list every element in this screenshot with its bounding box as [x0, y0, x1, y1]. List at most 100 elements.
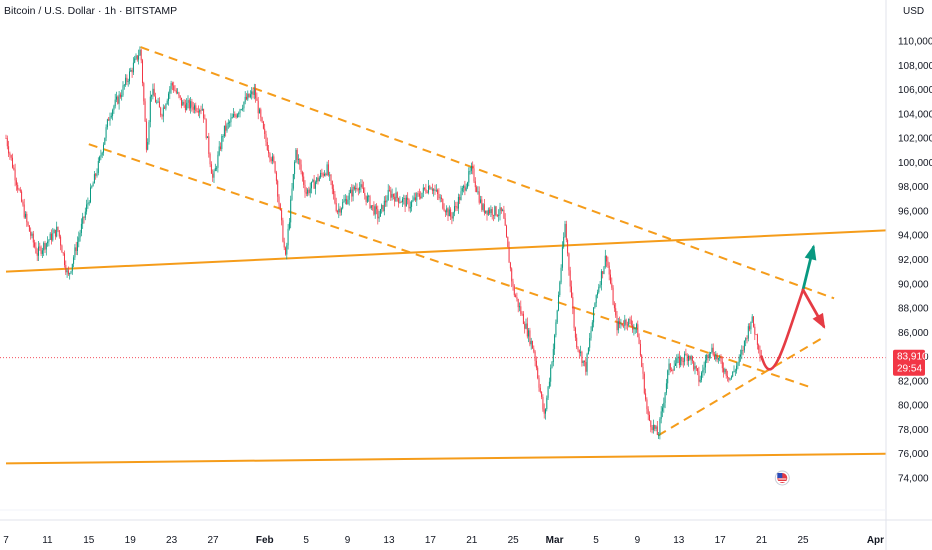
candle-body [671, 370, 673, 371]
candle-body [602, 271, 604, 274]
candle-body [472, 165, 474, 169]
candle-body [136, 55, 138, 60]
candle-body [548, 381, 550, 387]
candle-body [6, 138, 8, 147]
candle-body [365, 195, 367, 202]
trendline-rising-support[interactable] [657, 336, 825, 437]
candle-body [23, 204, 25, 218]
last-price-value: 83,910 [897, 352, 928, 363]
candle-body [708, 353, 710, 358]
candle-body [682, 361, 684, 363]
candle-body [541, 391, 543, 397]
y-tick-label: 104,000 [898, 109, 932, 120]
candle-body [208, 136, 210, 154]
candle-body [546, 397, 548, 410]
candle-body [574, 327, 576, 338]
candle-body [67, 270, 69, 275]
candle-body [759, 349, 761, 356]
candle-body [457, 196, 459, 209]
candle-body [736, 365, 738, 371]
candle-body [483, 204, 485, 213]
candle-body [584, 360, 585, 363]
candle-body [156, 101, 158, 103]
candle-body [589, 338, 591, 348]
y-tick-label: 82,000 [898, 376, 929, 387]
candle-body [270, 158, 272, 162]
candle-body [79, 232, 81, 238]
candle-body [411, 201, 413, 207]
candle-body [519, 306, 520, 308]
trendline-channel-top[interactable] [140, 46, 835, 300]
candle-body [651, 427, 653, 431]
candle-body [213, 171, 215, 178]
candle-body [194, 105, 195, 110]
candle-body [277, 180, 279, 197]
x-tick-label: 23 [166, 535, 178, 546]
candle-body [743, 340, 745, 351]
candle-body [132, 62, 134, 73]
candle-body [378, 216, 380, 219]
candle-body [543, 409, 545, 414]
candle-body [624, 319, 626, 326]
candle-body [572, 297, 574, 309]
candle-body [292, 174, 294, 189]
candle-body [532, 340, 533, 349]
trendline-channel-bottom[interactable] [88, 143, 814, 390]
candle-body [506, 225, 507, 237]
y-tick-label: 110,000 [898, 37, 932, 48]
candle-body [158, 101, 160, 108]
trendline-lower-support[interactable] [5, 452, 886, 465]
candle-body [499, 207, 501, 215]
x-tick-label: 25 [797, 535, 809, 546]
candle-body [96, 172, 98, 176]
candle-body [347, 199, 349, 205]
candle-body [333, 188, 335, 195]
currency-label[interactable]: USD [903, 6, 925, 17]
candle-body [467, 182, 468, 188]
candle-body [689, 356, 691, 360]
candle-body [70, 271, 72, 274]
candle-body [49, 233, 51, 240]
candle-body [14, 169, 16, 181]
candle-body [434, 189, 436, 191]
candle-body [707, 355, 709, 358]
candle-body [130, 70, 132, 72]
candle-body [459, 196, 461, 201]
candle-body [621, 323, 623, 326]
candle-body [473, 168, 475, 182]
candle-body [218, 146, 220, 155]
candle-body [409, 206, 411, 209]
candle-body [343, 200, 345, 203]
candle-body [234, 114, 236, 116]
candle-body [181, 97, 182, 106]
candle-body [260, 109, 262, 118]
us-flag-icon[interactable] [774, 470, 790, 486]
projection-layer [760, 244, 826, 371]
candle-body [691, 356, 693, 361]
candle-body [586, 353, 588, 372]
candle-body [5, 138, 7, 139]
candle-body [494, 206, 496, 216]
candle-body [53, 229, 55, 234]
candle-body [223, 125, 225, 137]
candle-body [129, 71, 130, 82]
candle-body [203, 108, 205, 119]
candle-body [461, 188, 463, 192]
candle-body [62, 252, 64, 254]
trendline-upper-support[interactable] [5, 229, 886, 273]
candle-body [521, 313, 523, 315]
candle-body [616, 315, 618, 331]
candle-body [716, 354, 718, 360]
candle-body [25, 213, 26, 218]
candle-body [330, 174, 332, 181]
candle-body [179, 95, 181, 98]
candle-body [560, 267, 562, 283]
candle-body [465, 187, 467, 191]
candle-body [476, 187, 478, 193]
candle-body [190, 101, 192, 109]
candle-body [75, 247, 77, 251]
candle-body [317, 177, 319, 182]
candle-body [578, 350, 580, 354]
candle-body [530, 340, 532, 345]
